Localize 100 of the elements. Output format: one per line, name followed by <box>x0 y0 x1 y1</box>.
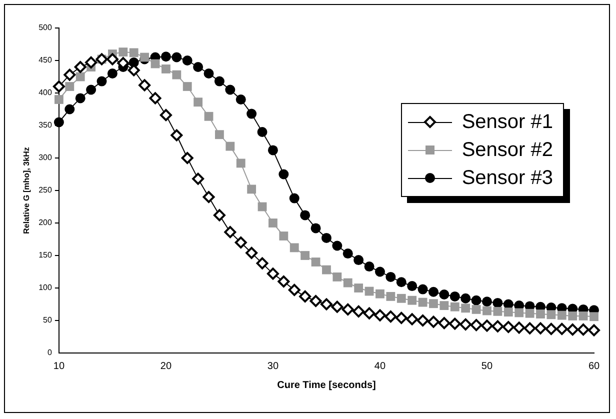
y-tick-label: 250 <box>38 186 52 195</box>
point <box>513 322 526 334</box>
point <box>86 84 96 95</box>
point <box>386 292 396 301</box>
point <box>408 296 417 305</box>
point <box>396 277 406 288</box>
point <box>504 308 513 317</box>
x-tick-label: 10 <box>53 360 65 372</box>
point <box>300 210 310 220</box>
y-tick-label: 300 <box>38 153 52 162</box>
point <box>288 284 300 296</box>
point <box>224 226 236 238</box>
point <box>374 309 386 322</box>
point <box>310 295 322 307</box>
point <box>546 310 556 320</box>
point <box>416 314 429 326</box>
point <box>440 301 449 310</box>
point <box>480 320 493 332</box>
point <box>450 291 460 302</box>
point <box>246 108 257 119</box>
point <box>106 53 118 66</box>
point <box>438 317 450 330</box>
point <box>310 223 321 234</box>
y-tick-label: 400 <box>38 88 52 98</box>
x-tick-label: 60 <box>588 360 600 372</box>
point <box>354 284 364 292</box>
point <box>96 76 107 86</box>
point <box>192 172 204 185</box>
point <box>236 94 246 104</box>
point <box>376 289 384 298</box>
x-axis-title: Cure Time [seconds] <box>277 380 376 391</box>
point <box>331 300 344 313</box>
point <box>118 48 128 57</box>
point <box>418 284 428 294</box>
y-tick-label: 50 <box>43 316 52 325</box>
point <box>149 92 162 104</box>
point <box>492 320 504 332</box>
point <box>226 142 235 151</box>
point <box>343 278 352 288</box>
y-tick-label: 200 <box>38 218 52 228</box>
point <box>74 61 86 73</box>
point <box>299 290 312 302</box>
point <box>461 304 470 313</box>
point <box>215 130 224 140</box>
point <box>384 310 397 323</box>
point <box>386 272 396 282</box>
point <box>289 193 300 204</box>
point <box>150 59 160 68</box>
point <box>556 322 568 335</box>
point <box>536 310 545 318</box>
point <box>64 68 76 81</box>
point <box>54 95 64 104</box>
point <box>525 308 534 318</box>
point <box>342 303 354 316</box>
point <box>502 321 514 333</box>
point <box>428 286 438 297</box>
point <box>320 298 332 310</box>
point <box>472 304 481 314</box>
point <box>65 82 74 91</box>
point <box>524 322 536 334</box>
point <box>279 232 288 240</box>
point <box>266 268 279 280</box>
point <box>545 322 558 335</box>
point <box>140 52 150 62</box>
point <box>182 56 192 66</box>
y-tick-label: 500 <box>38 23 52 32</box>
point <box>448 318 461 330</box>
y-axis-title: Relative G [mho], 3kHz <box>22 147 32 234</box>
point <box>213 209 226 222</box>
point <box>181 152 194 164</box>
point <box>204 112 214 121</box>
point <box>204 68 214 78</box>
point <box>170 129 183 142</box>
point <box>395 312 408 324</box>
point <box>439 290 450 300</box>
point <box>234 236 247 248</box>
point <box>482 306 492 316</box>
point <box>364 286 374 296</box>
point <box>278 169 289 180</box>
point <box>322 265 331 274</box>
point <box>160 52 171 62</box>
point <box>278 276 290 288</box>
point <box>429 299 438 308</box>
point <box>257 127 268 137</box>
point <box>363 307 376 320</box>
point <box>342 248 353 259</box>
legend-label: Sensor #3 <box>460 166 553 191</box>
point <box>138 79 151 92</box>
point <box>85 56 98 68</box>
point <box>236 158 246 168</box>
point <box>182 82 192 91</box>
y-tick-label: 350 <box>38 120 52 130</box>
point <box>247 184 256 194</box>
y-tick-label: 100 <box>38 283 52 292</box>
y-tick-label: 150 <box>38 250 52 260</box>
legend-label: Sensor #1 <box>460 110 553 135</box>
y-tick-label: 450 <box>38 56 52 65</box>
point <box>54 117 64 128</box>
point <box>321 232 332 243</box>
point <box>202 191 215 203</box>
